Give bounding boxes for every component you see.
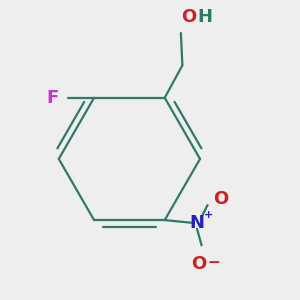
Text: H: H <box>197 8 212 26</box>
Text: O: O <box>213 190 229 208</box>
Text: N: N <box>190 214 205 232</box>
Text: O: O <box>191 255 206 273</box>
Text: F: F <box>46 89 59 107</box>
Text: +: + <box>204 210 213 220</box>
Text: O: O <box>181 8 196 26</box>
Text: −: − <box>207 255 220 270</box>
